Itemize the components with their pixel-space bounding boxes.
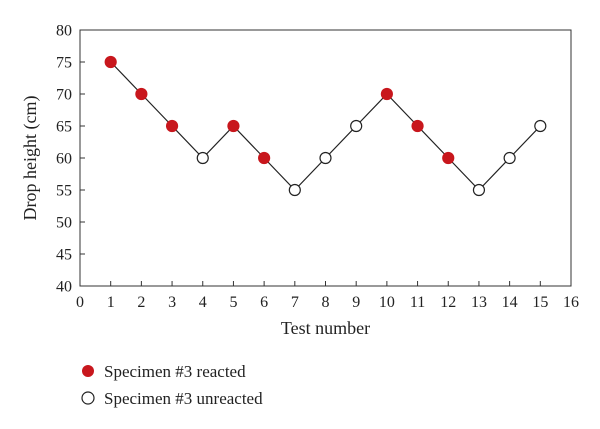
x-tick-label: 6 [260,294,268,311]
data-point-unreacted [350,119,363,133]
legend-marker-reacted [82,365,94,377]
data-point-unreacted [196,151,209,165]
x-tick-label: 1 [107,294,115,311]
data-point-unreacted [534,119,547,133]
y-tick-label: 75 [56,55,72,72]
x-tick-label: 16 [563,294,579,311]
y-tick-label: 55 [56,183,72,200]
y-tick-label: 40 [56,279,72,296]
data-point-reacted [227,119,240,133]
data-point-unreacted [472,183,486,197]
x-tick-label: 4 [199,294,207,311]
data-points [104,55,547,197]
x-axis-ticks: 0 1 2 3 4 5 6 7 8 9 10 11 12 13 14 15 16 [76,281,579,311]
data-point-reacted [411,119,424,133]
y-axis-ticks: 40 45 50 55 60 65 70 75 80 [56,23,85,296]
legend-label-reacted: Specimen #3 reacted [104,362,246,381]
y-tick-label: 65 [56,119,72,136]
data-point-reacted [104,55,117,69]
data-point-reacted [135,87,148,101]
data-point-reacted [442,151,455,165]
x-tick-label: 9 [352,294,360,311]
x-tick-label: 10 [379,294,395,311]
y-tick-label: 45 [56,247,72,264]
data-point-reacted [165,119,179,133]
data-point-reacted [380,87,393,101]
legend-label-unreacted: Specimen #3 unreacted [104,389,263,408]
y-tick-label: 70 [56,87,72,104]
data-point-unreacted [503,151,516,165]
x-tick-label: 3 [168,294,176,311]
y-tick-label: 50 [56,215,72,232]
x-axis-title: Test number [281,318,370,338]
data-point-unreacted [319,151,332,165]
x-tick-label: 0 [76,294,84,311]
x-tick-label: 14 [502,294,518,311]
y-axis-title: Drop height (cm) [20,96,41,221]
data-point-unreacted [288,183,301,197]
x-tick-label: 7 [291,294,299,311]
legend: Specimen #3 reacted Specimen #3 unreacte… [81,362,263,408]
x-tick-label: 5 [229,294,237,311]
x-tick-label: 11 [410,294,425,311]
x-tick-label: 2 [137,294,145,311]
data-point-reacted [258,151,271,165]
legend-marker-unreacted [81,391,95,405]
x-tick-label: 8 [322,294,330,311]
x-tick-label: 13 [471,294,487,311]
y-tick-label: 80 [56,23,72,40]
x-tick-label: 12 [440,294,456,311]
y-tick-label: 60 [56,151,72,168]
x-tick-label: 15 [532,294,548,311]
